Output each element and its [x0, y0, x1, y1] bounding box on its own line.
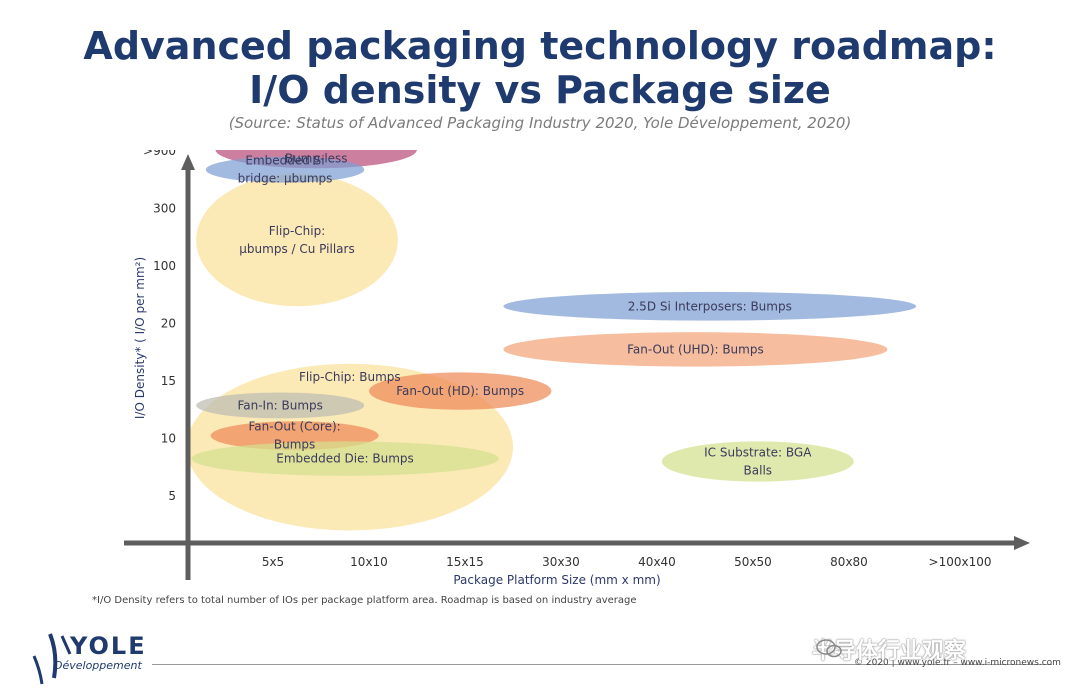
region-ellipse	[191, 441, 499, 476]
y-tick-label: 15	[161, 374, 176, 388]
x-tick-label: 50x50	[734, 555, 772, 569]
wechat-icon	[816, 639, 842, 658]
region-label: Balls	[744, 464, 773, 478]
footnote: *I/O Density refers to total number of I…	[92, 595, 637, 606]
x-axis-arrow-icon	[1014, 536, 1030, 550]
x-axis-title: Package Platform Size (mm x mm)	[453, 573, 660, 587]
roadmap-chart: Flip-Chip: Bumps Flip-Chip: µbumps / Cu Pi…	[124, 150, 1030, 587]
y-axis-title: I/O Density* ( I/O per mm²)	[133, 257, 147, 419]
logo-subtitle: Développement	[54, 659, 142, 672]
y-tick-label: 100	[153, 259, 176, 273]
watermark-text: 半导体行业观察	[812, 639, 967, 664]
region-ellipse	[369, 372, 552, 410]
x-tick-label: 80x80	[830, 555, 868, 569]
region-label: 2.5D Si Interposers: Bumps	[628, 299, 792, 313]
region-ellipse	[205, 156, 365, 183]
y-tick-label: 300	[153, 202, 176, 216]
region-label: bridge: µbumps	[238, 172, 333, 186]
chart-title-line-1: Advanced packaging technology roadmap:	[83, 24, 997, 68]
x-tick-label: >100x100	[929, 555, 992, 569]
region-label: Fan-In: Bumps	[237, 398, 323, 412]
region-label: Bumps	[274, 438, 315, 452]
region-label: Fan-Out (UHD): Bumps	[627, 342, 764, 356]
x-tick-label: 30x30	[542, 555, 580, 569]
region-label: Fan-Out (Core):	[249, 420, 341, 434]
chart-subtitle: (Source: Status of Advanced Packaging In…	[228, 114, 852, 132]
yole-logo-icon	[32, 633, 72, 685]
x-tick-label: 10x10	[350, 555, 388, 569]
region-ellipse	[503, 332, 888, 367]
region-ellipse	[196, 392, 365, 419]
region-label: µbumps / Cu Pillars	[239, 242, 354, 256]
region-label: Embedded Die: Bumps	[276, 452, 414, 466]
copyright-text: © 2020 | www.yole.fr – www.i-micronews.c…	[854, 658, 1061, 668]
x-tick-label: 15x15	[446, 555, 484, 569]
region-label: Flip-Chip: Bumps	[299, 370, 401, 384]
logo-name: YOLE	[70, 632, 147, 660]
footer-divider	[152, 664, 1052, 665]
region-ellipse	[196, 174, 398, 307]
y-axis-arrow-icon	[181, 154, 195, 170]
y-tick-label: >900	[143, 150, 176, 158]
region-ellipse	[661, 441, 854, 482]
y-tick-label: 20	[161, 317, 176, 331]
region-label: Flip-Chip:	[269, 224, 326, 238]
region-label: Embedded Si	[245, 154, 324, 168]
chart-title-line-2: I/O density vs Package size	[249, 68, 831, 112]
y-tick-label: 10	[161, 432, 176, 446]
x-tick-label: 5x5	[262, 555, 284, 569]
region-label: Fan-Out (HD): Bumps	[396, 384, 524, 398]
region-ellipse	[503, 291, 917, 321]
x-tick-label: 40x40	[638, 555, 676, 569]
y-tick-label: 5	[168, 489, 176, 503]
region-label: Bump-less	[285, 152, 348, 166]
region-label: IC Substrate: BGA	[704, 446, 812, 460]
